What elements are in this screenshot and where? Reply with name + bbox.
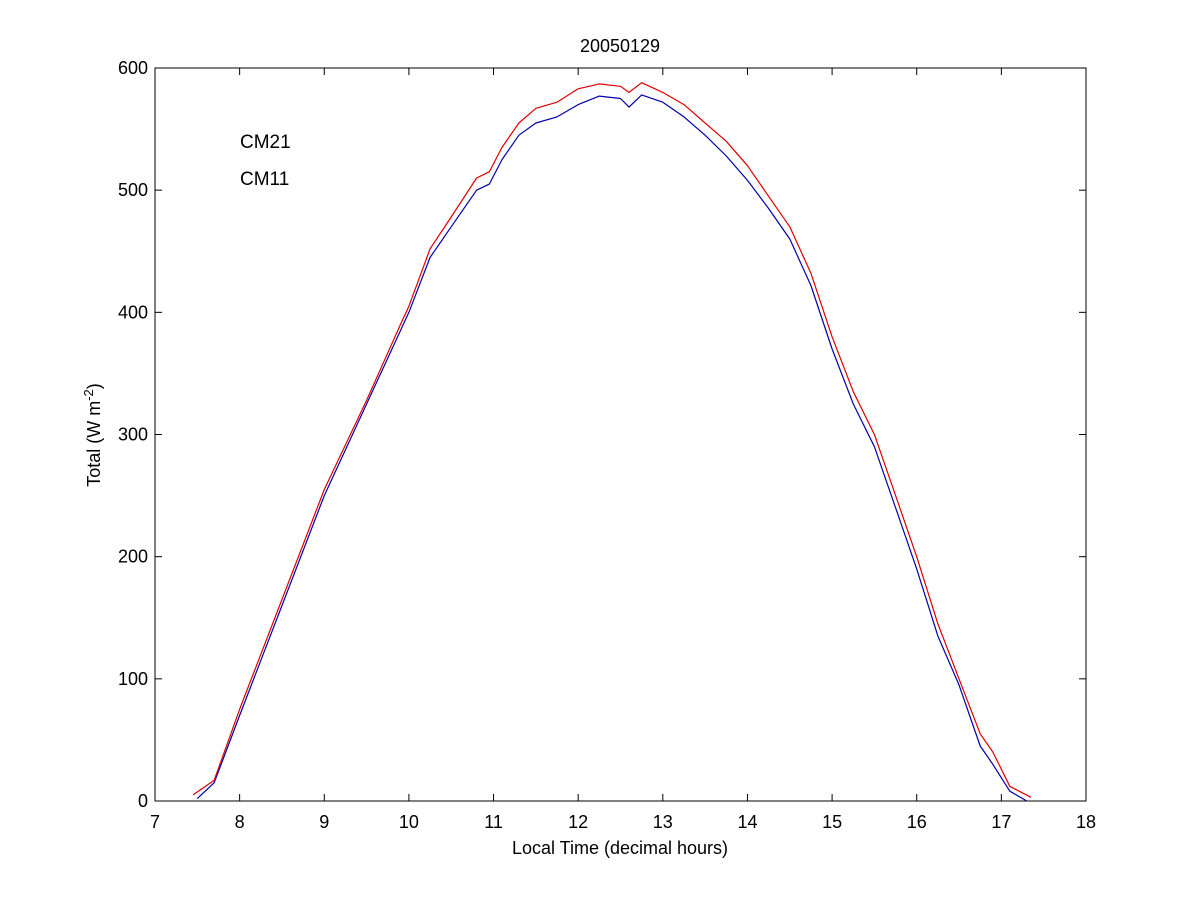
x-tick-label: 10 xyxy=(399,812,419,832)
y-tick-label: 600 xyxy=(118,58,148,78)
x-tick-label: 7 xyxy=(150,812,160,832)
y-axis-label-superscript: -2 xyxy=(81,389,96,401)
series-layer xyxy=(192,82,1032,802)
y-tick-label: 500 xyxy=(118,180,148,200)
x-tick-label: 11 xyxy=(484,812,503,832)
y-axis-label-main: Total (W m xyxy=(84,401,104,487)
x-tick-label: 13 xyxy=(653,812,673,832)
legend: CM21 CM11 xyxy=(240,132,291,190)
x-tick-label: 14 xyxy=(737,812,757,832)
x-tick-label: 15 xyxy=(822,812,842,832)
x-tick-label: 8 xyxy=(235,812,245,832)
y-axis-label-close: ) xyxy=(84,383,104,389)
y-tick-label: 0 xyxy=(138,791,148,811)
x-axis-label: Local Time (decimal hours) xyxy=(512,838,728,858)
legend-entry-cm11: CM11 xyxy=(240,169,289,190)
x-tick-label: 18 xyxy=(1076,812,1096,832)
y-tick-label: 100 xyxy=(118,669,148,689)
y-tick-label: 200 xyxy=(118,547,148,567)
y-tick-label: 300 xyxy=(118,425,148,445)
series-line-cm21 xyxy=(196,94,1028,802)
axis-ticks: 7 8 9 10 11 12 13 14 15 16 17 18 0 100 200 300 400 500 600 xyxy=(118,58,1096,832)
x-tick-label: 9 xyxy=(319,812,329,832)
legend-entry-cm21: CM21 xyxy=(240,132,291,153)
x-tick-label: 17 xyxy=(991,812,1011,832)
y-tick-label: 400 xyxy=(118,302,148,322)
series-line-cm11 xyxy=(192,82,1032,798)
x-tick-label: 12 xyxy=(568,812,588,832)
x-tick-label: 16 xyxy=(907,812,927,832)
chart-title: 20050129 xyxy=(580,36,660,56)
y-axis-label: Total (W m-2) xyxy=(81,383,105,487)
